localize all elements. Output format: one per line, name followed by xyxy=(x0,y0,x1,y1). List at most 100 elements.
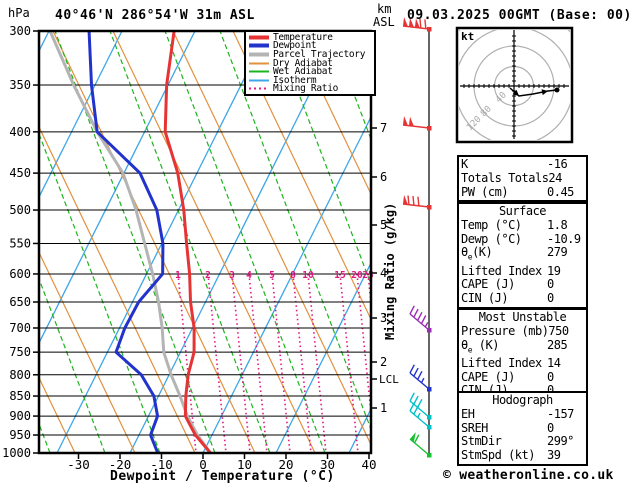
table-row-label: SREH xyxy=(461,420,488,435)
pressure-tick-label: 800 xyxy=(9,368,31,382)
table-row-label: Pressure (mb) xyxy=(461,323,549,338)
pressure-tick-label: 550 xyxy=(9,236,31,250)
wind-barb-feather xyxy=(424,19,427,29)
pressure-unit-label: hPa xyxy=(8,6,30,20)
wind-barb-staff xyxy=(409,410,430,428)
table-header: Most Unstable xyxy=(478,310,567,324)
axis-ticks-and-labels: 3003504004505005506006507007508008509009… xyxy=(2,24,387,472)
table-row-value: -157 xyxy=(547,406,574,421)
table-row-label: CAPE (J) xyxy=(461,277,515,292)
table-row-value: 14 xyxy=(547,355,561,370)
table-row-label: CAPE (J) xyxy=(461,369,515,384)
km-tick-label: 5 xyxy=(380,218,387,232)
wet-adiabat-line xyxy=(329,32,370,139)
temp-tick-label: 20 xyxy=(278,457,293,472)
legend-sample-line xyxy=(249,62,269,65)
wind-barb-feather xyxy=(417,311,423,321)
mixing-ratio-value: 10 xyxy=(302,270,314,281)
table-row: Lifted Index 14 xyxy=(461,355,584,371)
legend-box: Temperature Dewpoint Parcel Trajectory Dry … xyxy=(244,30,376,97)
km-tick-label: 4 xyxy=(380,266,387,280)
pressure-tick-label: 750 xyxy=(9,345,31,359)
table-row-value: 1.8 xyxy=(547,217,568,232)
pressure-gridlines xyxy=(39,84,371,436)
table-row: Lifted Index 19 xyxy=(461,264,584,279)
legend-item: Wet Adiabat xyxy=(248,66,374,77)
table-row: StmSpd (kt) 39 xyxy=(461,448,584,463)
mixing-ratio-lines xyxy=(177,273,370,452)
wind-barb-marker xyxy=(427,387,432,392)
pressure-tick-label: 700 xyxy=(9,321,31,335)
mixing-ratio-value: 1 xyxy=(175,270,181,281)
wet-adiabat-line xyxy=(40,279,106,452)
temp-tick-label: 40 xyxy=(361,457,376,472)
dewpoint-curve xyxy=(87,32,165,452)
table-row-value: 0 xyxy=(547,369,554,384)
legend-sample-line xyxy=(249,87,269,90)
legend-item-label: Parcel Trajectory xyxy=(273,48,366,60)
wind-barb-feather xyxy=(413,434,420,444)
mixing-ratio-line xyxy=(207,273,227,452)
wind-barb-feather xyxy=(413,367,419,377)
pressure-tick-label: 300 xyxy=(9,24,31,38)
pressure-tick-label: 500 xyxy=(9,203,31,217)
dry-adiabat-line xyxy=(52,32,256,452)
table-row: CAPE (J) 0 xyxy=(461,278,584,292)
wind-half-feather xyxy=(417,412,421,418)
table-row: EH -157 xyxy=(461,406,584,422)
datetime-label: 09.03.2025 00GMT (Base: 00) xyxy=(407,8,629,23)
pressure-tick-label: 950 xyxy=(9,428,31,442)
indices-table-surface: Surface Temp (°C) 1.8 Dewp (°C) -10.9 θe(K) 27… xyxy=(457,202,588,309)
table-row-value: 0 xyxy=(547,420,554,435)
wind-barb xyxy=(409,432,432,458)
isotherm-lines xyxy=(40,32,370,452)
table-row-value: 39 xyxy=(547,448,561,463)
table-row-label: θe(K) xyxy=(461,245,493,262)
wind-barb xyxy=(402,17,432,32)
table-row-value: 279 xyxy=(547,245,568,260)
table-row-label: Totals Totals xyxy=(461,170,549,185)
isotherm-line xyxy=(40,32,196,343)
wind-pennant xyxy=(408,116,414,127)
table-row-label: PW (cm) xyxy=(461,184,509,199)
lcl-label: LCL xyxy=(379,373,399,386)
legend-item-label: Mixing Ratio xyxy=(273,83,339,95)
mixing-ratio-value: 2 xyxy=(205,270,211,281)
x-axis-label: Dewpoint / Temperature (°C) xyxy=(110,469,335,484)
asl-unit-label: ASL xyxy=(373,15,395,29)
mixing-ratio-line xyxy=(356,273,370,412)
table-row-label: CIN (J) xyxy=(461,291,509,306)
mixing-ratio-line xyxy=(307,273,327,452)
pressure-tick-label: 400 xyxy=(9,125,31,139)
table-row-value: 750 xyxy=(548,323,569,338)
wind-barb-staff xyxy=(409,313,430,331)
table-row: K -16 xyxy=(461,157,584,172)
wind-barb-feather xyxy=(419,18,422,29)
table-row: Totals Totals 24 xyxy=(461,170,584,186)
table-row-label: Lifted Index xyxy=(461,355,542,370)
legend-item-label: Isotherm xyxy=(273,74,317,86)
legend-item: Parcel Trajectory xyxy=(248,48,374,60)
wind-barb-feather xyxy=(409,402,415,412)
isotherm-line xyxy=(275,263,370,452)
mixing-ratio-value: 20 xyxy=(351,270,363,281)
indices-table-main: K -16 Totals Totals 24 PW (cm) 0.45 xyxy=(457,155,588,203)
wind-barb-feather xyxy=(409,392,415,402)
wind-pennant xyxy=(403,17,408,27)
legend-sample-line xyxy=(249,35,269,40)
table-row-value: -16 xyxy=(547,157,568,171)
temp-tick-label: 30 xyxy=(320,457,335,472)
dry-adiabat-lines xyxy=(40,32,370,452)
hodograph-arrowhead xyxy=(512,89,519,96)
sounding-curves xyxy=(48,32,212,452)
hodograph-unit-label: kt xyxy=(461,30,475,43)
wind-pennant xyxy=(403,116,408,126)
wind-barb-marker xyxy=(427,205,432,210)
wind-barb xyxy=(409,392,432,420)
wind-barb xyxy=(409,305,432,333)
table-row-value: 0 xyxy=(547,291,554,306)
wind-pennant xyxy=(410,432,416,443)
